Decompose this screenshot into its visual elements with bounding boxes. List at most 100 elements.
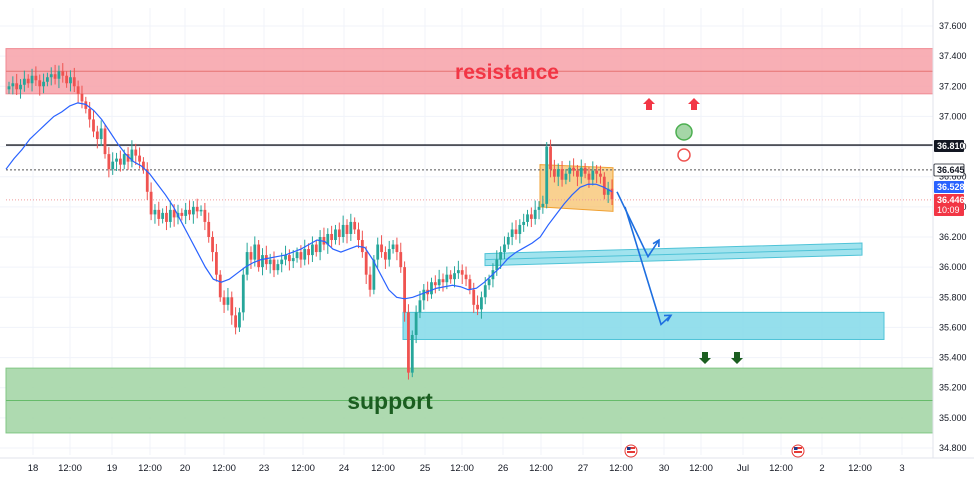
- candle-body: [456, 270, 460, 274]
- y-tick-label: 35.200: [939, 383, 967, 393]
- candle-body: [383, 252, 387, 260]
- candle-body: [514, 229, 518, 234]
- candle-body: [72, 77, 76, 87]
- candle-body: [180, 212, 184, 216]
- candle-body: [280, 259, 284, 265]
- blue-arrowhead-1: [652, 238, 660, 248]
- candle-body: [207, 221, 211, 237]
- candle-body: [57, 71, 61, 79]
- candle-body: [103, 128, 107, 155]
- candle-body: [556, 169, 560, 177]
- blue-path-arrow-2: [624, 206, 672, 326]
- price-tag-box: [934, 194, 964, 216]
- candle-body: [529, 214, 533, 219]
- x-tick-label: 12:00: [371, 463, 395, 474]
- event-flag-stripe: [794, 451, 802, 453]
- x-tick-label: 2: [819, 463, 824, 474]
- candle-body: [149, 191, 153, 215]
- event-flag-stripe: [794, 447, 802, 449]
- candle-body: [268, 259, 272, 265]
- candle-body: [115, 158, 118, 162]
- candle-body: [610, 188, 614, 200]
- candle-body: [249, 252, 253, 260]
- blue-arrowhead-2: [663, 314, 673, 322]
- candle-body: [357, 229, 360, 241]
- price-tag-countdown: 10:09: [937, 205, 960, 215]
- candle-body: [234, 315, 238, 328]
- lower-blue-channel: [402, 311, 885, 340]
- candle-body: [460, 270, 464, 275]
- candle-body: [42, 81, 45, 87]
- candle-body: [307, 249, 310, 256]
- candle-body: [606, 188, 610, 195]
- candle-body: [545, 146, 549, 204]
- time-axis[interactable]: 18 12:00 19 12:00 20 12:00 23 12:00 24 12:00 25 12:…: [0, 457, 974, 474]
- moving-average-line: [5, 102, 613, 300]
- x-tick-label: 18: [28, 463, 39, 474]
- event-flag-stripe: [627, 451, 635, 453]
- candle-body: [76, 86, 80, 94]
- price-tag-value: 36.446: [937, 195, 965, 205]
- x-tick-label: 12:00: [58, 463, 82, 474]
- x-tick-label: 25: [420, 463, 431, 474]
- candle-body: [326, 233, 330, 245]
- candle-body: [65, 75, 69, 84]
- candle-body: [118, 158, 122, 165]
- candle-body: [226, 297, 230, 305]
- price-tag-value: 36.528: [937, 182, 965, 192]
- candle-body: [188, 209, 191, 215]
- candle-body: [203, 209, 207, 222]
- candle-body: [245, 252, 249, 275]
- candle-body: [552, 169, 556, 177]
- candle-body: [403, 267, 406, 313]
- candle-body: [591, 170, 595, 180]
- red-circle-marker: [677, 148, 691, 162]
- horizontal-levels: [6, 144, 933, 201]
- upper-channel-midline: [484, 248, 863, 261]
- candle-body: [157, 209, 161, 219]
- candle-body: [7, 86, 11, 90]
- candle-body: [587, 173, 591, 180]
- chart-drawings: [616, 98, 805, 458]
- y-tick-label: 35.600: [939, 322, 967, 332]
- candle-body: [579, 167, 583, 177]
- candle-body: [26, 78, 30, 84]
- candle-body: [311, 244, 314, 256]
- candle-body: [472, 289, 476, 305]
- x-tick-label: Jul: [737, 463, 749, 474]
- candle-body: [230, 297, 234, 316]
- candlestick-series: [7, 63, 614, 380]
- candle-body: [541, 203, 545, 207]
- candle-body: [257, 244, 261, 268]
- y-tick-label: 35.000: [939, 413, 967, 423]
- candle-body: [506, 237, 510, 245]
- candle-body: [464, 274, 468, 280]
- candle-body: [399, 252, 403, 268]
- event-flag-icon: [791, 444, 805, 458]
- candle-body: [34, 75, 38, 81]
- price-tag-white: 36.645: [933, 163, 965, 177]
- candle-body: [364, 252, 368, 275]
- candle-body: [211, 237, 214, 253]
- candle-body: [107, 154, 111, 170]
- candle-body: [572, 167, 575, 171]
- candle-body: [130, 149, 134, 162]
- candle-body: [318, 237, 322, 253]
- candle-body: [53, 74, 57, 79]
- candle-body: [15, 83, 19, 90]
- candle-body: [276, 264, 280, 271]
- green-down-arrow-1: [699, 352, 711, 364]
- candle-body: [583, 167, 587, 174]
- candle-body: [526, 214, 529, 222]
- candle-body: [441, 279, 445, 283]
- price-axis[interactable]: 37.60037.40037.20037.00036.80036.60036.4…: [932, 0, 967, 458]
- candle-body: [145, 169, 149, 192]
- candle-body: [453, 273, 456, 280]
- candle-body: [480, 297, 483, 310]
- candle-body: [518, 224, 522, 234]
- candle-body: [111, 161, 115, 170]
- y-tick-label: 35.800: [939, 292, 967, 302]
- candle-body: [483, 285, 487, 298]
